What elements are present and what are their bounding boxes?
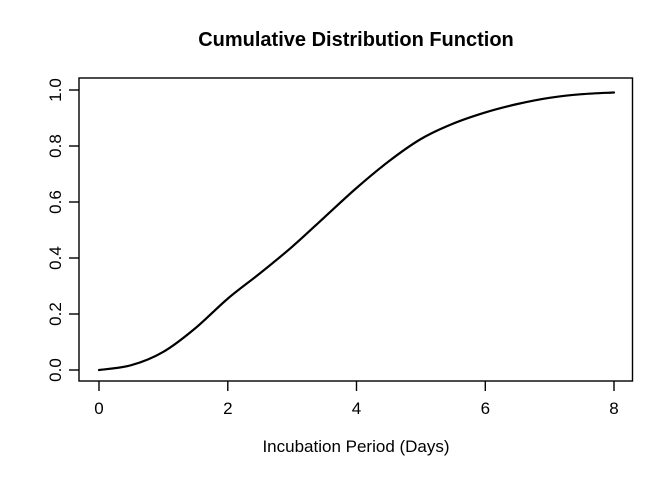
x-tick-label: 6 (480, 399, 491, 418)
y-ticks (69, 89, 79, 371)
y-tick-label: 1.0 (46, 78, 65, 102)
cdf-curve (97, 91, 616, 372)
y-tick-label: 0.0 (46, 358, 65, 382)
y-tick-label: 0.6 (46, 190, 65, 214)
x-ticks (98, 381, 615, 391)
x-tick-label: 2 (223, 399, 233, 418)
y-tick-label: 0.4 (46, 246, 65, 270)
x-tick-label: 0 (94, 399, 104, 418)
x-tick-label: 4 (351, 399, 362, 418)
chart-title: Cumulative Distribution Function (198, 29, 514, 51)
plot-box (78, 77, 634, 382)
x-axis-label: Incubation Period (Days) (262, 437, 450, 456)
y-tick-label: 0.2 (46, 302, 65, 326)
x-tick-label: 8 (609, 399, 619, 418)
y-tick-label: 0.8 (46, 134, 65, 158)
